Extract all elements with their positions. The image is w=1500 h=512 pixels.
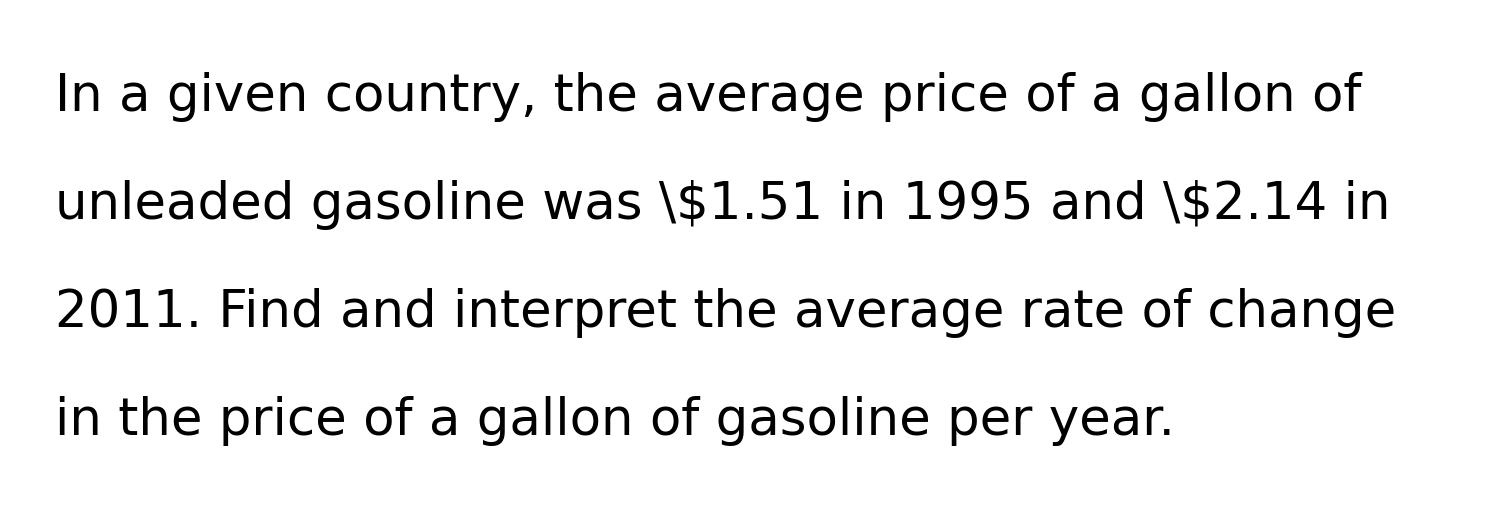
Text: in the price of a gallon of gasoline per year.: in the price of a gallon of gasoline per… bbox=[56, 396, 1174, 446]
Text: unleaded gasoline was \$1.51 in 1995 and \$2.14 in: unleaded gasoline was \$1.51 in 1995 and… bbox=[56, 180, 1390, 230]
Text: 2011. Find and interpret the average rate of change: 2011. Find and interpret the average rat… bbox=[56, 288, 1396, 338]
Text: In a given country, the average price of a gallon of: In a given country, the average price of… bbox=[56, 72, 1362, 122]
